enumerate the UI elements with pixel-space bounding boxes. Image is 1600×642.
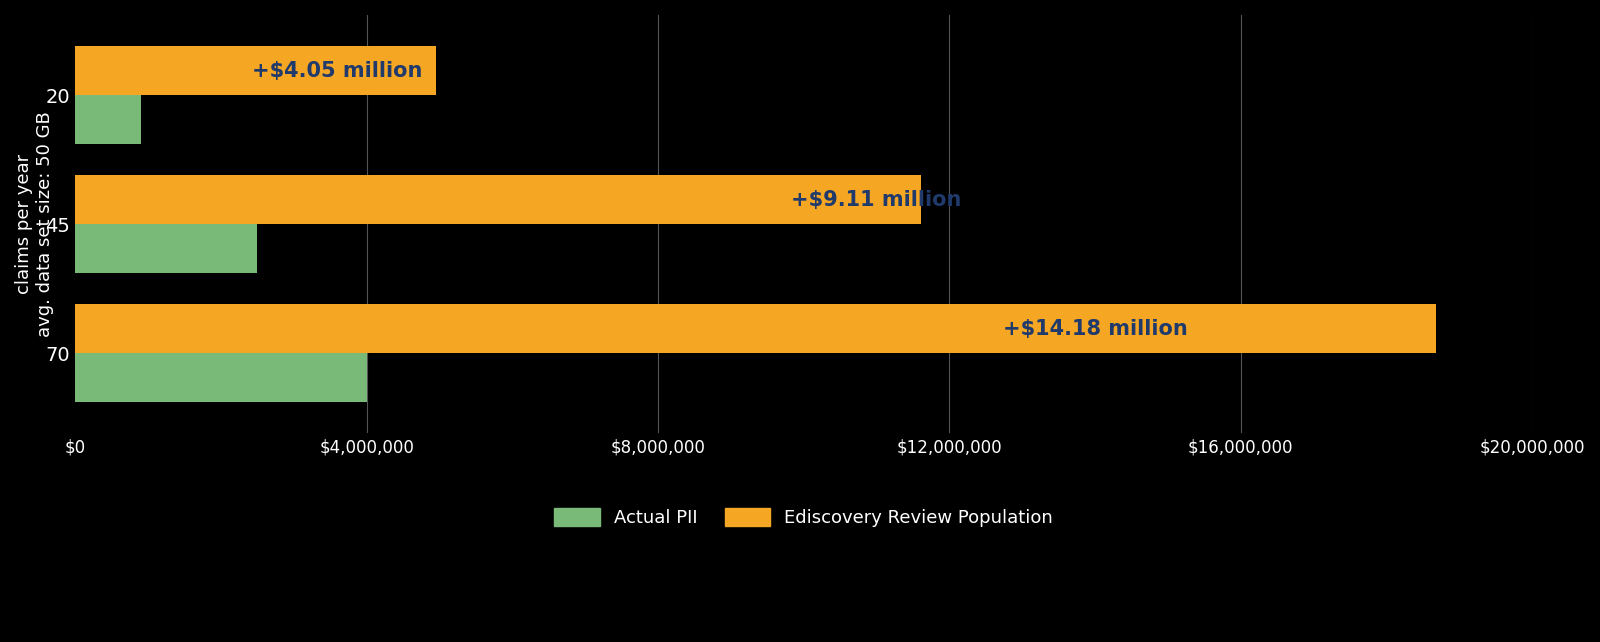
Bar	[75, 224, 258, 273]
Legend: Actual PII, Ediscovery Review Population: Actual PII, Ediscovery Review Population	[539, 493, 1067, 542]
Bar	[75, 353, 366, 403]
Bar	[75, 175, 922, 224]
Bar	[75, 304, 1437, 353]
Bar	[75, 46, 435, 95]
Text: +$14.18 million: +$14.18 million	[1003, 319, 1187, 339]
Text: +$4.05 million: +$4.05 million	[253, 60, 422, 80]
Text: +$9.11 million: +$9.11 million	[792, 189, 962, 210]
Y-axis label: claims per year
avg. data set size: 50 GB: claims per year avg. data set size: 50 G…	[14, 111, 54, 337]
Bar	[75, 95, 141, 144]
